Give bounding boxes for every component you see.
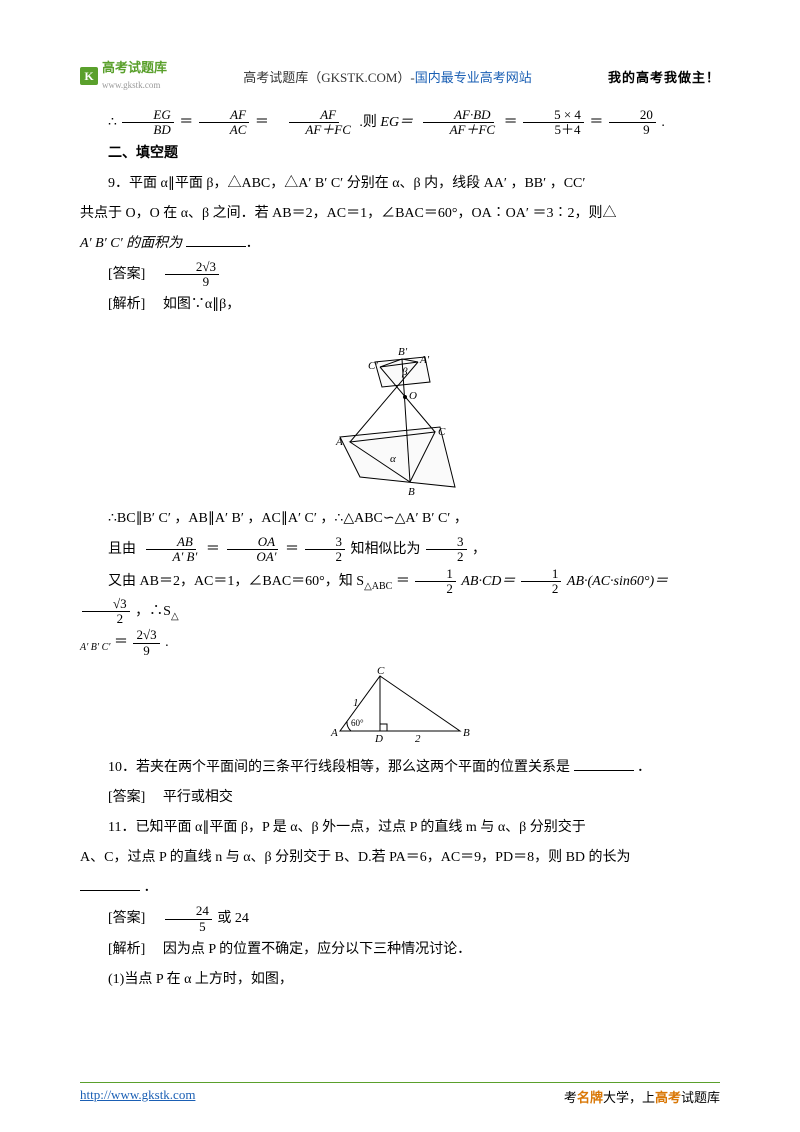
fig1-label-A: A (335, 436, 343, 448)
q9-line1: 9．平面 α∥平面 β，△ABC，△A′ B′ C′ 分别在 α、β 内，线段 … (80, 170, 720, 198)
answer-label-q11: [答案] (108, 911, 159, 926)
frac-5x4: 5 × 45＋4 (523, 108, 584, 138)
q9b-line3: 又由 AB＝2，AC＝1，∠BAC＝60°，知 S△ABC ＝ 12 AB·CD… (80, 567, 720, 627)
q9-answer-frac: 2√39 (165, 260, 219, 290)
frac-af-ac: AFAC (199, 108, 250, 138)
frac-oa-oap: OAOA′ (225, 535, 279, 565)
frac-3-2b: 32 (426, 535, 467, 565)
fig2-angle: 60° (351, 718, 364, 728)
frac-sqrt3-2: √32 (82, 597, 130, 627)
page-header: K 高考试题库 www.gkstk.com 高考试题库（GKSTK.COM）-国… (80, 60, 720, 92)
fig1-label-alpha: α (390, 453, 396, 465)
fig1-label-C: C (438, 426, 446, 438)
fig2-two: 2 (415, 733, 421, 745)
page: K 高考试题库 www.gkstk.com 高考试题库（GKSTK.COM）-国… (0, 0, 800, 1036)
fig2-label-A: A (330, 727, 338, 739)
frac-half-b: 12 (521, 567, 562, 597)
logo-url: www.gkstk.com (102, 80, 160, 90)
answer-label: [答案] (108, 267, 159, 282)
fig2-label-D: D (374, 733, 383, 745)
q11-blank-line: ． (80, 874, 720, 902)
blank-q9 (186, 233, 246, 247)
blank-q10 (574, 757, 634, 771)
q11-answer-frac: 245 (165, 904, 212, 934)
frac-2sqrt3-9: 2√39 (133, 628, 159, 658)
frac-eg-bd: EGBD (122, 108, 173, 138)
q9-line3: A′ B′ C′ 的面积为 ． (80, 230, 720, 258)
q9-jiexi: [解析] 如图∵α∥β， (80, 291, 720, 319)
figure-1: A C B A′ C′ B′ O α β (310, 327, 490, 497)
q9b-line1: ∴BC∥B′ C′ ，AB∥A′ B′ ，AC∥A′ C′ ，∴△ABC∽△A′… (80, 505, 720, 533)
q11-line2: A、C，过点 P 的直线 n 与 α、β 分别交于 B、D.若 PA＝6，AC＝… (80, 844, 720, 872)
q10-answer: [答案] 平行或相交 (80, 784, 720, 812)
header-right: 我的高考我做主！ (608, 67, 720, 86)
logo-text-block: 高考试题库 www.gkstk.com (102, 60, 167, 92)
fig1-label-beta: β (401, 366, 408, 378)
therefore-sym: ∴ (108, 115, 117, 130)
frac-20-9: 209 (609, 108, 656, 138)
footer-url[interactable]: http://www.gkstk.com (80, 1087, 195, 1106)
frac-afbd: AF·BDAF＋FC (419, 108, 499, 138)
q11-answer: [答案] 245 或 24 (80, 904, 720, 934)
q10-text: 10．若夹在两个平面间的三条平行线段相等，那么这两个平面的位置关系是 ． (80, 754, 720, 782)
eq-top-line: ∴ EGBD ＝ AFAC ＝ AFAF＋FC .则 EG＝ AF·BDAF＋F… (80, 108, 720, 138)
fig2-label-B: B (463, 727, 470, 739)
fig1-label-O: O (409, 390, 417, 402)
frac-3-2a: 32 (305, 535, 346, 565)
header-center: 高考试题库（GKSTK.COM）-国内最专业高考网站 (243, 67, 532, 86)
q9b-line4: A′ B′ C′ ＝ 2√39 . (80, 628, 720, 658)
section-2-title: 二、填空题 (80, 140, 720, 168)
logo-mark-icon: K (80, 67, 98, 85)
q9-answer: [答案] 2√39 (80, 260, 720, 290)
fig2-label-C: C (377, 666, 385, 677)
fig1-label-B: B (408, 486, 415, 497)
page-footer: http://www.gkstk.com 考名牌大学，上高考试题库 (80, 1082, 720, 1106)
fig1-label-Cp: C′ (368, 360, 378, 372)
fig2-one: 1 (353, 697, 359, 709)
logo-text: 高考试题库 (102, 60, 167, 75)
q11-line1: 11．已知平面 α∥平面 β，P 是 α、β 外一点，过点 P 的直线 m 与 … (80, 814, 720, 842)
header-center-highlight: 国内最专业高考网站 (415, 70, 532, 85)
q9-line2: 共点于 O，O 在 α、β 之间．若 AB＝2，AC＝1，∠BAC＝60°，OA… (80, 200, 720, 228)
footer-right: 考名牌大学，上高考试题库 (564, 1087, 720, 1106)
figure-2: A B C D 60° 1 2 (325, 666, 475, 746)
q11-case1: (1)当点 P 在 α 上方时，如图， (80, 966, 720, 994)
q11-jiexi: [解析] 因为点 P 的位置不确定，应分以下三种情况讨论． (80, 936, 720, 964)
logo: K 高考试题库 www.gkstk.com (80, 60, 167, 92)
header-center-plain: 高考试题库（GKSTK.COM）- (243, 70, 415, 85)
content: ∴ EGBD ＝ AFAC ＝ AFAF＋FC .则 EG＝ AF·BDAF＋F… (80, 108, 720, 994)
fig1-label-Ap: A′ (419, 354, 430, 366)
q9b-line2: 且由 ABA′ B′ ＝ OAOA′ ＝ 32 知相似比为 32 ， (80, 535, 720, 565)
frac-ab-apbp: ABA′ B′ (142, 535, 201, 565)
frac-half-a: 12 (415, 567, 456, 597)
jiexi-label-q11: [解析] (108, 942, 159, 957)
jiexi-label: [解析] (108, 297, 159, 312)
frac-af-affc: AFAF＋FC (274, 108, 354, 138)
fig1-label-Bp: B′ (398, 346, 408, 358)
answer-label-q10: [答案] (108, 790, 159, 805)
blank-q11 (80, 877, 140, 891)
